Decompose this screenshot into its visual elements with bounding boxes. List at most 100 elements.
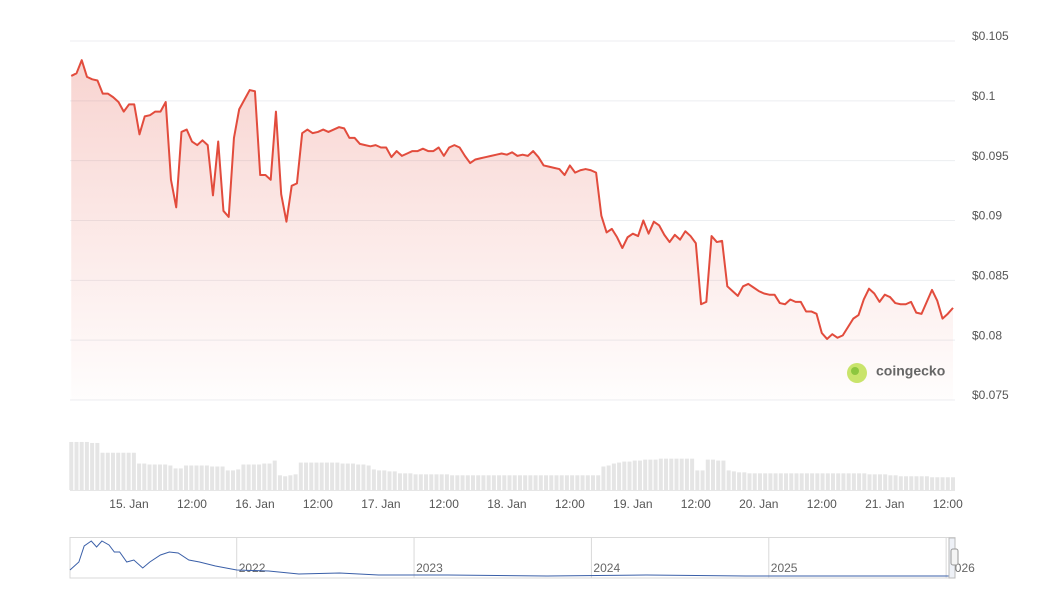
volume-bar <box>935 477 940 490</box>
volume-bar <box>794 473 799 490</box>
volume-bar <box>173 468 178 490</box>
volume-bar <box>815 473 820 490</box>
volume-bar <box>204 465 209 490</box>
volume-bar <box>710 459 715 490</box>
watermark-logo-eye <box>851 367 859 375</box>
volume-bar <box>157 464 162 490</box>
watermark: coingecko <box>847 363 945 383</box>
x-tick-label: 16. Jan <box>235 497 274 511</box>
volume-bar <box>940 477 945 490</box>
volume-bar <box>465 475 470 490</box>
volume-bar <box>523 475 528 490</box>
navigator-handle[interactable] <box>950 548 959 566</box>
volume-bar <box>643 459 648 490</box>
y-tick-label: $0.09 <box>972 209 1002 223</box>
volume-bar <box>131 452 136 490</box>
x-tick-label: 21. Jan <box>865 497 904 511</box>
x-tick-label: 15. Jan <box>109 497 148 511</box>
volume-bar <box>110 452 115 490</box>
volume-bar <box>658 458 663 490</box>
volume-bar <box>590 475 595 490</box>
volume-bar <box>350 463 355 490</box>
volume-bar <box>893 475 898 490</box>
volume-bar <box>747 473 752 490</box>
volume-bar <box>304 462 309 490</box>
x-tick-label: 19. Jan <box>613 497 652 511</box>
y-tick-label: $0.105 <box>972 29 1009 43</box>
volume-bar <box>502 475 507 490</box>
volume-bar <box>538 475 543 490</box>
volume-bar <box>872 474 877 490</box>
volume-bar <box>408 473 413 490</box>
volume-bar <box>611 463 616 490</box>
volume-bar <box>397 473 402 490</box>
volume-bar <box>533 475 538 490</box>
volume-bar <box>429 474 434 490</box>
volume-bar <box>664 458 669 490</box>
volume-bar <box>210 466 215 490</box>
volume-bar <box>324 462 329 490</box>
volume-bar <box>283 476 288 490</box>
volume-bar <box>752 473 757 490</box>
volume-bar <box>225 470 230 490</box>
x-tick-label: 12:00 <box>681 497 711 511</box>
x-tick-label: 17. Jan <box>361 497 400 511</box>
x-tick-label: 2022 <box>239 561 266 575</box>
volume-bar <box>424 474 429 490</box>
volume-bar <box>825 473 830 490</box>
volume-bar <box>679 458 684 490</box>
volume-bar <box>215 466 220 490</box>
x-tick-label: 2024 <box>593 561 620 575</box>
volume-bar <box>267 463 272 490</box>
volume-bar <box>731 471 736 490</box>
volume-bar <box>476 475 481 490</box>
x-tick-label: 20. Jan <box>739 497 778 511</box>
volume-bar <box>836 473 841 490</box>
volume-bar <box>674 458 679 490</box>
volume-bar <box>763 473 768 490</box>
x-tick-label: 2025 <box>771 561 798 575</box>
volume-bar <box>841 473 846 490</box>
volume-bar <box>945 477 950 490</box>
x-tick-label: 18. Jan <box>487 497 526 511</box>
volume-bar <box>617 462 622 490</box>
volume-bar <box>517 475 522 490</box>
volume-bar <box>596 475 601 490</box>
navigator-layer: 2022 2023 2024 2025 2026 <box>69 537 975 578</box>
volume-bar <box>403 473 408 490</box>
volume-bar <box>559 475 564 490</box>
volume-bar <box>319 462 324 490</box>
x-tick-label: 12:00 <box>555 497 585 511</box>
volume-bar <box>909 476 914 490</box>
volume-bar <box>789 473 794 490</box>
y-tick-label: $0.085 <box>972 269 1009 283</box>
volume-bar <box>830 473 835 490</box>
volume-bar <box>470 475 475 490</box>
volume-bar <box>178 468 183 490</box>
price-line <box>70 59 954 340</box>
volume-bar <box>888 475 893 490</box>
volume-bar <box>246 464 251 490</box>
volume-bar <box>460 475 465 490</box>
volume-bar <box>716 460 721 490</box>
volume-bar <box>877 474 882 490</box>
volume-bar <box>632 460 637 490</box>
volume-bar <box>444 474 449 490</box>
y-tick-label: $0.1 <box>972 89 996 103</box>
volume-bar <box>924 476 929 490</box>
volume-bar <box>450 475 455 490</box>
volume-bar <box>951 477 955 490</box>
volume-bar <box>277 475 282 490</box>
volume-bar <box>126 452 131 490</box>
volume-bar <box>898 476 903 490</box>
x-tick-label: 2023 <box>416 561 443 575</box>
x-tick-label: 12:00 <box>933 497 963 511</box>
volume-bar <box>784 473 789 490</box>
x-tick-label: 12:00 <box>177 497 207 511</box>
volume-bar <box>69 441 74 490</box>
plot-layer: $0.075 $0.08 $0.085 $0.09 $0.095 $0.1 $0.105 15… <box>69 29 1009 511</box>
volume-bar <box>919 476 924 490</box>
volume-bar <box>90 442 95 490</box>
